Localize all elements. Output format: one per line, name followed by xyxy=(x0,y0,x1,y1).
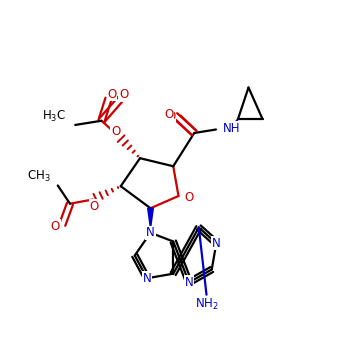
Text: CH$_3$: CH$_3$ xyxy=(27,169,51,184)
Text: O: O xyxy=(51,220,60,233)
Text: O: O xyxy=(164,108,173,121)
Text: N: N xyxy=(185,276,193,289)
Text: N: N xyxy=(146,226,155,239)
Text: O: O xyxy=(184,191,194,204)
Text: O: O xyxy=(111,125,120,138)
Text: N: N xyxy=(143,272,151,285)
Text: O: O xyxy=(166,110,175,123)
Text: N: N xyxy=(212,237,221,250)
Polygon shape xyxy=(148,208,153,229)
Text: O: O xyxy=(119,88,128,101)
Text: NH$_2$: NH$_2$ xyxy=(195,297,218,312)
Text: O: O xyxy=(107,88,117,101)
Text: O: O xyxy=(90,200,99,213)
Text: NH: NH xyxy=(223,122,240,135)
Text: H$_3$C: H$_3$C xyxy=(42,108,66,124)
